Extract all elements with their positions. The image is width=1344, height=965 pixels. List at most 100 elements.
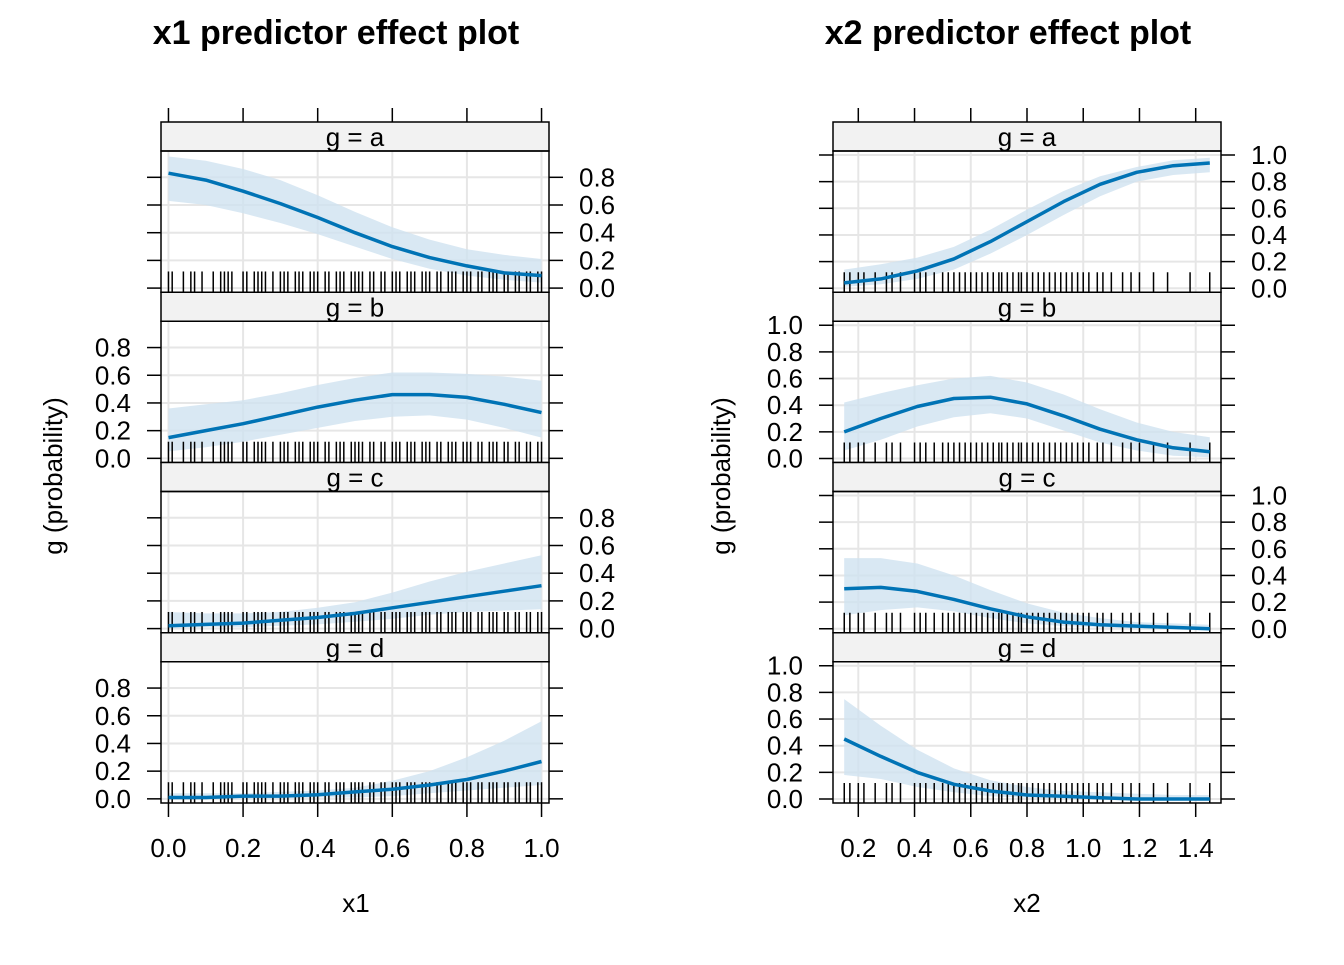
y-tick-label: 0.0 bbox=[1251, 273, 1287, 303]
x2-y-axis-label: g (probability) bbox=[706, 397, 736, 555]
x-tick-label: 1.0 bbox=[1065, 833, 1101, 863]
y-tick-label: 0.4 bbox=[579, 558, 615, 588]
confidence-band bbox=[168, 555, 542, 629]
x1-plot: g = a0.00.20.40.60.8g = b0.00.20.40.60.8… bbox=[95, 108, 615, 863]
y-tick-label: 0.0 bbox=[579, 273, 615, 303]
panel-strip-label: g = b bbox=[326, 292, 385, 322]
y-tick-label: 0.8 bbox=[1251, 507, 1287, 537]
x-tick-label: 0.8 bbox=[449, 833, 485, 863]
panel-strip-label: g = d bbox=[998, 633, 1057, 663]
panel-strip-label: g = c bbox=[326, 463, 383, 493]
x-tick-label: 0.4 bbox=[300, 833, 336, 863]
y-tick-label: 0.0 bbox=[767, 444, 803, 474]
x-tick-label: 0.4 bbox=[896, 833, 932, 863]
confidence-band bbox=[168, 372, 542, 452]
x-tick-label: 0.8 bbox=[1009, 833, 1045, 863]
y-tick-label: 0.6 bbox=[1251, 534, 1287, 564]
y-tick-label: 1.0 bbox=[1251, 480, 1287, 510]
y-tick-label: 0.0 bbox=[579, 614, 615, 644]
y-tick-label: 0.4 bbox=[1251, 220, 1287, 250]
x2-panel-1: g = a 0.00.20.40.60.81.0 bbox=[819, 121, 1287, 303]
x2-panel-2: g = b 0.00.20.40.60.81.0 bbox=[767, 291, 1235, 474]
x2-plot: g = a0.00.20.40.60.81.0g = b0.00.20.40.6… bbox=[767, 108, 1287, 863]
confidence-band bbox=[844, 375, 1210, 458]
panel-strip-label: g = c bbox=[998, 463, 1055, 493]
confidence-band bbox=[844, 699, 1210, 799]
x2-panel-4: g = d 0.00.20.40.60.81.0 bbox=[767, 632, 1235, 814]
fit-line bbox=[843, 395, 1210, 454]
y-tick-label: 0.8 bbox=[579, 162, 615, 192]
panel-strip-label: g = a bbox=[998, 122, 1057, 152]
y-tick-label: 0.8 bbox=[95, 673, 131, 703]
panel-frame bbox=[160, 661, 550, 804]
x-tick-label: 1.0 bbox=[523, 833, 559, 863]
y-tick-label: 0.6 bbox=[95, 360, 131, 390]
x-tick-label: 1.4 bbox=[1178, 833, 1214, 863]
fit-line bbox=[844, 161, 1210, 285]
confidence-band bbox=[168, 156, 542, 283]
y-tick-label: 0.8 bbox=[95, 333, 131, 363]
y-tick-label: 0.2 bbox=[1251, 247, 1287, 277]
y-tick-label: 0.2 bbox=[95, 756, 131, 786]
y-tick-label: 0.6 bbox=[579, 531, 615, 561]
y-tick-label: 0.6 bbox=[767, 704, 803, 734]
y-tick-label: 1.0 bbox=[767, 310, 803, 340]
y-tick-label: 0.6 bbox=[95, 701, 131, 731]
x1-panel-4: g = d 0.00.20.40.60.8 bbox=[95, 632, 563, 814]
y-tick-label: 1.0 bbox=[1251, 140, 1287, 170]
x-tick-label: 0.6 bbox=[374, 833, 410, 863]
panel-strip bbox=[832, 291, 1222, 322]
y-tick-label: 0.6 bbox=[767, 364, 803, 394]
y-tick-label: 0.2 bbox=[579, 245, 615, 275]
panel-strip bbox=[160, 291, 550, 322]
panel-strip bbox=[832, 461, 1222, 493]
confidence-band bbox=[168, 721, 542, 799]
x2-panel-3: g = c 0.00.20.40.60.81.0 bbox=[819, 461, 1287, 644]
y-tick-label: 0.8 bbox=[579, 503, 615, 533]
fit-line bbox=[168, 583, 542, 628]
x-tick-label: 0.2 bbox=[840, 833, 876, 863]
x1-plot-title: x1 predictor effect plot bbox=[153, 14, 520, 52]
y-tick-label: 0.2 bbox=[767, 757, 803, 787]
x2-axis-label: x2 bbox=[1013, 888, 1040, 918]
panel-strip-label: g = d bbox=[326, 633, 385, 663]
y-tick-label: 0.4 bbox=[579, 218, 615, 248]
y-tick-label: 0.4 bbox=[95, 388, 131, 418]
x-tick-label: 0.6 bbox=[953, 833, 989, 863]
fit-line bbox=[168, 759, 542, 800]
y-tick-label: 0.2 bbox=[1251, 587, 1287, 617]
y-tick-label: 0.4 bbox=[767, 731, 803, 761]
x1-axis-label: x1 bbox=[342, 888, 369, 918]
x-tick-label: 1.2 bbox=[1121, 833, 1157, 863]
panel-strip-label: g = a bbox=[326, 122, 385, 152]
x-tick-label: 0.2 bbox=[225, 833, 261, 863]
x1-panel-2: g = b 0.00.20.40.60.8 bbox=[95, 291, 563, 473]
fit-line bbox=[168, 171, 542, 278]
panel-strip bbox=[160, 632, 550, 663]
x1-panel-1: g = a 0.00.20.40.60.8 bbox=[147, 121, 615, 303]
panel-strip bbox=[160, 461, 550, 493]
y-tick-label: 0.0 bbox=[767, 784, 803, 814]
y-tick-label: 0.4 bbox=[1251, 560, 1287, 590]
y-tick-label: 0.0 bbox=[95, 784, 131, 814]
y-tick-label: 1.0 bbox=[767, 651, 803, 681]
y-tick-label: 0.4 bbox=[767, 390, 803, 420]
y-tick-label: 0.8 bbox=[1251, 167, 1287, 197]
x-tick-label: 0.0 bbox=[150, 833, 186, 863]
x1-y-axis-label: g (probability) bbox=[38, 397, 68, 555]
fit-line bbox=[168, 392, 542, 440]
confidence-band bbox=[844, 558, 1210, 629]
fit-line bbox=[843, 737, 1210, 801]
y-tick-label: 0.8 bbox=[767, 677, 803, 707]
y-tick-label: 0.6 bbox=[1251, 193, 1287, 223]
y-tick-label: 0.6 bbox=[579, 190, 615, 220]
y-tick-label: 0.2 bbox=[767, 417, 803, 447]
x1-panel-3: g = c 0.00.20.40.60.8 bbox=[147, 461, 615, 644]
y-tick-label: 0.2 bbox=[579, 586, 615, 616]
y-tick-label: 0.0 bbox=[95, 443, 131, 473]
y-tick-label: 0.0 bbox=[1251, 614, 1287, 644]
y-tick-label: 0.8 bbox=[767, 337, 803, 367]
x2-plot-title: x2 predictor effect plot bbox=[825, 14, 1192, 52]
